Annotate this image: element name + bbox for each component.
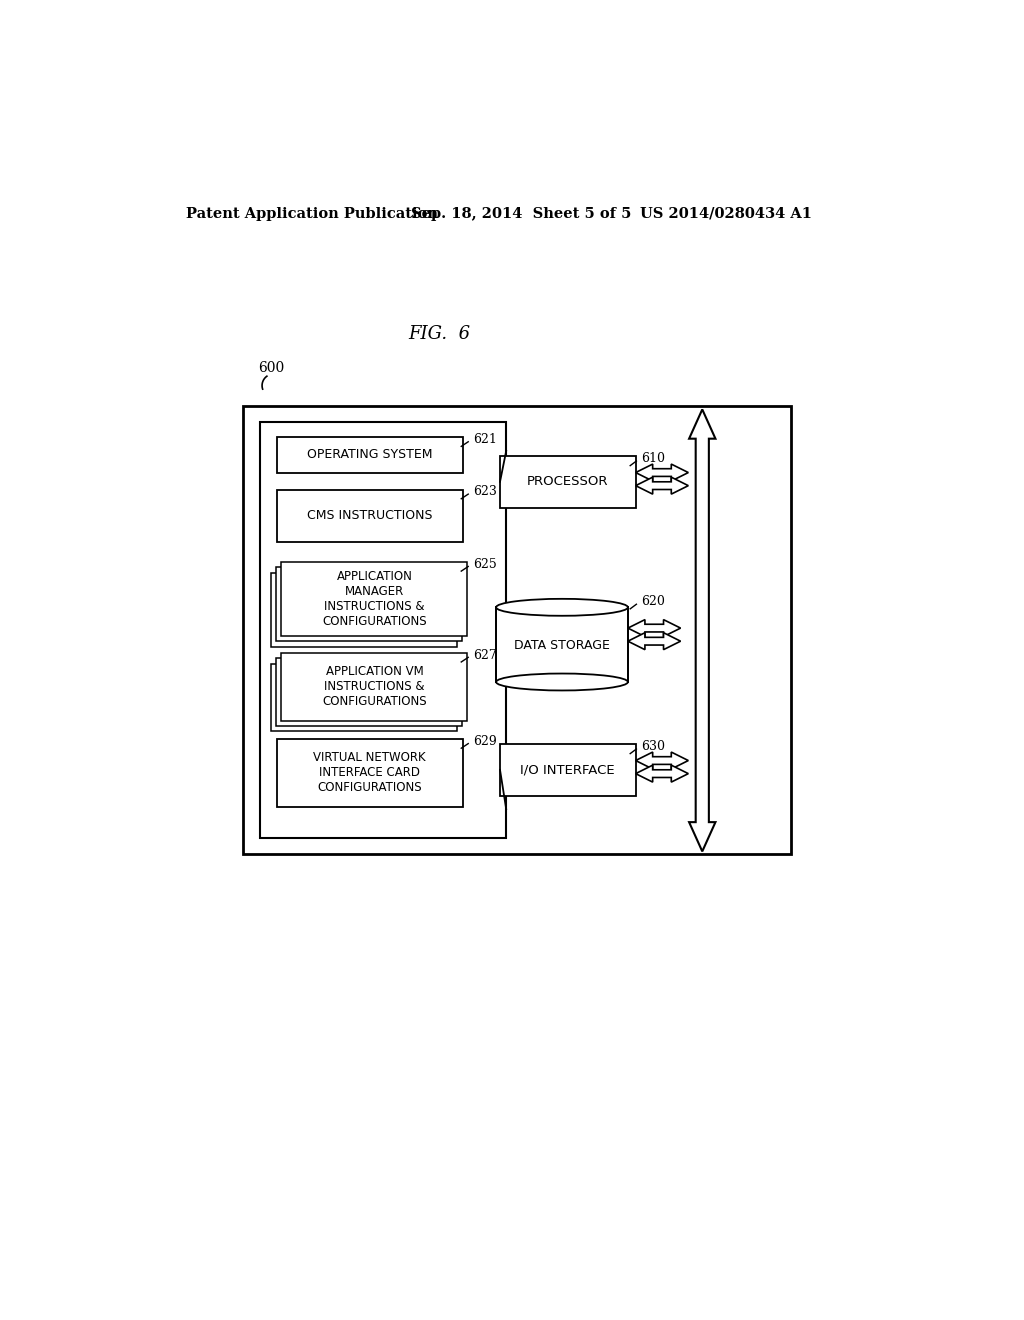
Polygon shape xyxy=(628,632,681,649)
Polygon shape xyxy=(636,478,688,494)
Text: 600: 600 xyxy=(258,360,285,375)
Text: Patent Application Publication: Patent Application Publication xyxy=(186,207,438,220)
Ellipse shape xyxy=(496,599,628,616)
Bar xyxy=(270,664,457,731)
Bar xyxy=(282,562,467,636)
Text: 623: 623 xyxy=(473,486,497,499)
Text: FIG.  6: FIG. 6 xyxy=(409,325,471,343)
Bar xyxy=(500,743,636,796)
Text: 625: 625 xyxy=(473,557,497,570)
Text: 630: 630 xyxy=(641,741,665,754)
Bar xyxy=(276,659,462,726)
Text: 629: 629 xyxy=(473,735,497,748)
Polygon shape xyxy=(689,409,716,851)
Text: APPLICATION VM
INSTRUCTIONS &
CONFIGURATIONS: APPLICATION VM INSTRUCTIONS & CONFIGURAT… xyxy=(323,665,427,708)
Bar xyxy=(276,437,463,473)
Text: DATA STORAGE: DATA STORAGE xyxy=(514,639,610,652)
Text: CMS INSTRUCTIONS: CMS INSTRUCTIONS xyxy=(307,510,432,523)
Bar xyxy=(500,455,636,508)
Bar xyxy=(282,653,467,721)
Bar xyxy=(496,607,628,682)
Bar xyxy=(270,573,457,647)
Polygon shape xyxy=(636,766,688,781)
Bar xyxy=(260,422,506,838)
Text: 627: 627 xyxy=(473,648,497,661)
Ellipse shape xyxy=(496,673,628,690)
Text: OPERATING SYSTEM: OPERATING SYSTEM xyxy=(307,449,432,462)
Bar xyxy=(276,739,463,807)
Text: VIRTUAL NETWORK
INTERFACE CARD
CONFIGURATIONS: VIRTUAL NETWORK INTERFACE CARD CONFIGURA… xyxy=(313,751,426,795)
Text: I/O INTERFACE: I/O INTERFACE xyxy=(520,763,615,776)
Bar xyxy=(276,490,463,543)
Text: US 2014/0280434 A1: US 2014/0280434 A1 xyxy=(640,207,811,220)
Bar xyxy=(276,568,462,642)
Text: 621: 621 xyxy=(473,433,497,446)
Text: APPLICATION
MANAGER
INSTRUCTIONS &
CONFIGURATIONS: APPLICATION MANAGER INSTRUCTIONS & CONFI… xyxy=(323,570,427,628)
Polygon shape xyxy=(636,465,688,480)
Text: 620: 620 xyxy=(641,595,665,609)
Polygon shape xyxy=(636,752,688,770)
Polygon shape xyxy=(628,619,681,636)
Text: 610: 610 xyxy=(641,453,665,465)
Bar xyxy=(243,407,792,854)
Text: Sep. 18, 2014  Sheet 5 of 5: Sep. 18, 2014 Sheet 5 of 5 xyxy=(411,207,631,220)
Text: PROCESSOR: PROCESSOR xyxy=(527,475,608,488)
